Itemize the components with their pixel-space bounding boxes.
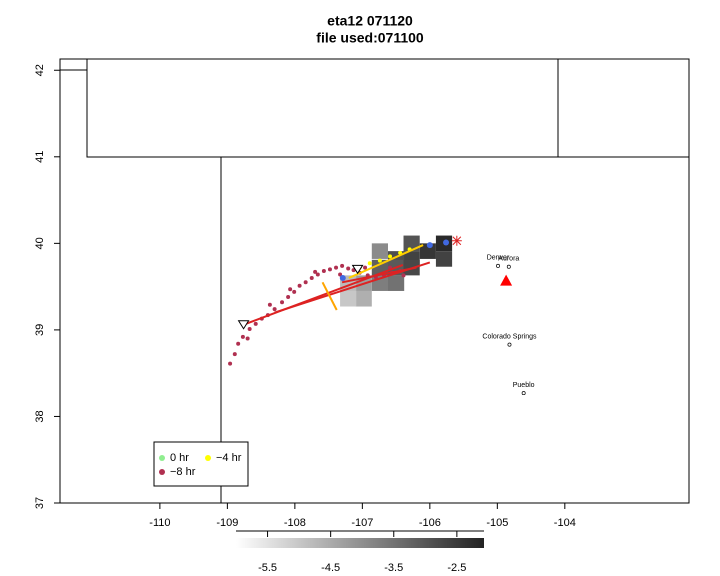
blue-dot [339, 274, 346, 281]
colorbar-tick-label: -2.5 [447, 562, 466, 574]
trajectory-line [321, 281, 338, 311]
colorbar [236, 538, 484, 548]
colorbar-tick-label: -5.5 [258, 562, 277, 574]
trajectory-point [367, 261, 372, 266]
trajectory-point [340, 263, 345, 268]
city-label: Colorado Springs [482, 333, 537, 340]
blue-dot [426, 242, 433, 249]
trajectory-line [341, 266, 417, 284]
y-tick-label: 42 [34, 64, 46, 76]
y-tick-label: 38 [34, 410, 46, 422]
x-tick-label: -108 [284, 517, 306, 529]
x-tick-label: -107 [351, 517, 373, 529]
blue-dot [443, 239, 450, 246]
trajectory-point [346, 266, 351, 271]
y-tick-label: 37 [34, 497, 46, 509]
trajectory-point [309, 275, 314, 280]
trajectory-point [292, 289, 297, 294]
trajectory-point [288, 287, 293, 292]
city-label: Aurora [498, 256, 519, 263]
x-tick-label: -106 [419, 517, 441, 529]
legend-label: −8 hr [170, 466, 196, 478]
y-tick-label: 40 [34, 237, 46, 249]
x-tick-label: -104 [554, 517, 576, 529]
grid-cell [387, 275, 405, 291]
star [451, 235, 462, 246]
trajectory-point [303, 280, 308, 285]
trajectory-point [240, 334, 245, 339]
legend-label: −4 hr [216, 452, 242, 464]
city-label: Pueblo [513, 382, 535, 389]
trajectory-point [228, 361, 233, 366]
trajectory-point [232, 352, 237, 357]
subtitle: file used:071100 [316, 30, 424, 46]
trajectory-point [388, 254, 393, 259]
colorbar-tick-label: -3.5 [384, 562, 403, 574]
y-tick-label: 39 [34, 324, 46, 336]
trajectory-point [286, 295, 291, 300]
trajectory-point [280, 300, 285, 305]
trajectory-point [401, 273, 406, 278]
wyoming-border [86, 59, 559, 158]
trajectory-point [267, 302, 272, 307]
trajectory-point [247, 327, 252, 332]
legend-label: 0 hr [170, 452, 189, 464]
trajectory-point [321, 269, 326, 274]
trajectory-point [334, 265, 339, 270]
grid-cell [355, 290, 372, 307]
start-triangle [351, 264, 364, 275]
trajectory-point [253, 321, 258, 326]
trajectory-point [315, 272, 320, 277]
city-dot [507, 342, 512, 347]
city-dot [496, 263, 500, 268]
grid-cell [340, 290, 357, 307]
trajectory-point [245, 336, 250, 341]
trajectory-point [313, 269, 318, 274]
trajectory-point [297, 283, 302, 288]
layer [228, 235, 462, 366]
trajectory-line [348, 244, 424, 279]
city-dot [506, 264, 511, 269]
start-triangle [237, 320, 250, 330]
grid-cell [435, 251, 453, 267]
title: eta12 071120 [327, 13, 413, 29]
trajectory-point [377, 258, 382, 263]
grid-cell [403, 235, 420, 252]
trajectory-point [363, 265, 368, 270]
x-tick-label: -105 [486, 517, 508, 529]
legend-swatch [159, 455, 165, 461]
legend [153, 441, 249, 487]
trajectory-line [243, 264, 404, 326]
colorbar-tick-label: -4.5 [321, 562, 340, 574]
plot-frame [59, 58, 690, 504]
legend-swatch [205, 455, 211, 461]
trajectory-point [327, 267, 332, 272]
grid-cell [371, 243, 388, 259]
trajectory-point [272, 307, 277, 312]
receptor [500, 274, 513, 286]
x-tick-label: -109 [216, 517, 238, 529]
city-label: Denver [487, 255, 510, 262]
x-tick-label: -110 [149, 517, 170, 529]
legend-swatch [159, 469, 165, 475]
trajectory-point [236, 341, 241, 346]
city-dot [521, 391, 526, 396]
y-tick-label: 41 [34, 151, 46, 163]
